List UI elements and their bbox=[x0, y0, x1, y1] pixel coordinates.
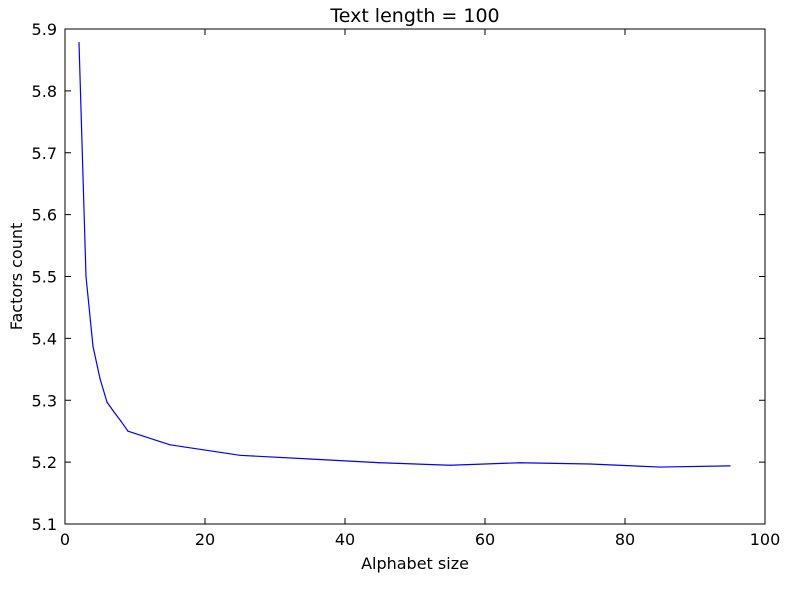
x-tick-label: 80 bbox=[615, 530, 635, 549]
data-point bbox=[99, 377, 101, 380]
x-axis-label: Alphabet size bbox=[361, 554, 469, 573]
y-tick-label: 5.3 bbox=[32, 391, 57, 410]
data-point bbox=[309, 458, 311, 460]
data-point bbox=[85, 275, 87, 278]
data-point bbox=[78, 42, 80, 44]
data-point bbox=[169, 444, 171, 446]
x-tick-label: 20 bbox=[195, 530, 215, 549]
x-tick-label: 60 bbox=[475, 530, 495, 549]
y-tick-label: 5.9 bbox=[32, 20, 57, 39]
data-point bbox=[239, 454, 241, 456]
y-tick-label: 5.7 bbox=[32, 144, 57, 163]
y-axis-label: Factors count bbox=[7, 223, 26, 331]
y-tick-label: 5.8 bbox=[32, 82, 57, 101]
tick-labels-layer: 0 20 40 60 80 100 5.1 5.2 5.3 5.4 5.5 5.6 5.7 5.8 5.9 bbox=[32, 20, 781, 549]
y-tick-label: 5.5 bbox=[32, 268, 57, 287]
data-point bbox=[113, 411, 115, 413]
data-point bbox=[106, 401, 108, 403]
y-tick-label: 5.4 bbox=[32, 329, 57, 348]
data-point bbox=[589, 463, 591, 465]
plot-area-background bbox=[65, 29, 765, 524]
x-tick-label: 40 bbox=[335, 530, 355, 549]
data-point bbox=[729, 465, 731, 467]
data-point bbox=[92, 345, 94, 348]
x-tick-label: 0 bbox=[60, 530, 70, 549]
data-point bbox=[519, 462, 521, 464]
data-point bbox=[659, 466, 661, 468]
plot-area-frame bbox=[64, 28, 766, 525]
data-point bbox=[379, 462, 381, 464]
data-point bbox=[120, 420, 122, 422]
y-tick-label: 5.6 bbox=[32, 206, 57, 225]
y-tick-label: 5.1 bbox=[32, 515, 57, 534]
x-tick-label: 100 bbox=[750, 530, 781, 549]
series-layer bbox=[78, 42, 731, 468]
y-tick-label: 5.2 bbox=[32, 453, 57, 472]
data-point bbox=[127, 430, 129, 432]
data-point bbox=[449, 464, 451, 466]
chart-title: Text length = 100 bbox=[329, 5, 499, 27]
